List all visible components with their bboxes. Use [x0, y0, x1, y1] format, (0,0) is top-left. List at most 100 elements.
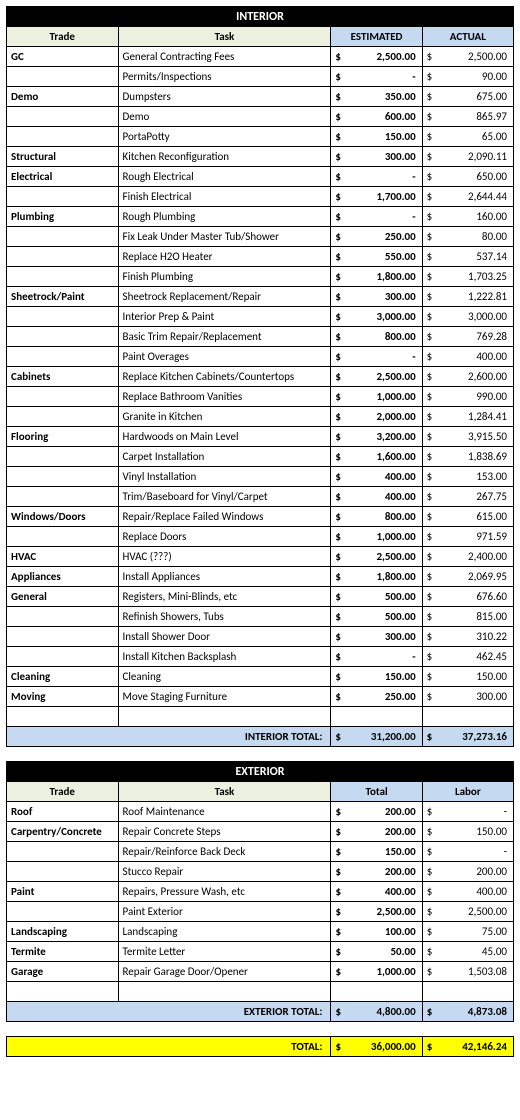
- table-row: Replace Doors$1,000.00$971.59: [7, 527, 514, 547]
- actual-cell: $2,069.95: [422, 567, 513, 587]
- table-row: Finish Plumbing$1,800.00$1,703.25: [7, 267, 514, 287]
- ext-header-trade: Trade: [7, 782, 119, 802]
- actual-value: 400.00: [476, 350, 507, 363]
- trade-cell: [7, 307, 119, 327]
- trade-cell: [7, 447, 119, 467]
- actual-value: 2,500.00: [468, 905, 507, 918]
- trade-cell: HVAC: [7, 547, 119, 567]
- actual-value: 400.00: [476, 885, 507, 898]
- task-cell: Trim/Baseboard for Vinyl/Carpet: [118, 487, 331, 507]
- estimated-cell: $250.00: [331, 227, 422, 247]
- trade-cell: [7, 127, 119, 147]
- exterior-header-row: Trade Task Total Labor: [7, 782, 514, 802]
- estimated-value: 50.00: [390, 945, 415, 958]
- grand-total-table: TOTAL: $36,000.00 $42,146.24: [6, 1036, 514, 1057]
- estimated-value: 500.00: [385, 610, 416, 623]
- estimated-value: 300.00: [385, 290, 416, 303]
- exterior-table: EXTERIOR Trade Task Total Labor RoofRoof…: [6, 761, 514, 1022]
- task-cell: Replace H2O Heater: [118, 247, 331, 267]
- exterior-total-act: $4,873.08: [422, 1002, 513, 1022]
- task-cell: Cleaning: [118, 667, 331, 687]
- table-row: Install Kitchen Backsplash$-$462.45: [7, 647, 514, 667]
- task-cell: Install Shower Door: [118, 627, 331, 647]
- actual-value: 75.00: [482, 925, 507, 938]
- exterior-title: EXTERIOR: [7, 762, 514, 782]
- estimated-value: -: [412, 650, 415, 663]
- table-row: FlooringHardwoods on Main Level$3,200.00…: [7, 427, 514, 447]
- actual-cell: $1,703.25: [422, 267, 513, 287]
- estimated-value: 2,500.00: [376, 905, 415, 918]
- task-cell: Hardwoods on Main Level: [118, 427, 331, 447]
- estimated-cell: $-: [331, 647, 422, 667]
- trade-cell: [7, 647, 119, 667]
- interior-title: INTERIOR: [7, 7, 514, 27]
- task-cell: Demo: [118, 107, 331, 127]
- task-cell: Repair/Reinforce Back Deck: [118, 842, 331, 862]
- trade-cell: Sheetrock/Paint: [7, 287, 119, 307]
- estimated-cell: $100.00: [331, 922, 422, 942]
- actual-cell: $1,838.69: [422, 447, 513, 467]
- trade-cell: Plumbing: [7, 207, 119, 227]
- table-row: Finish Electrical$1,700.00$2,644.44: [7, 187, 514, 207]
- estimated-value: 300.00: [385, 150, 416, 163]
- actual-value: 160.00: [476, 210, 507, 223]
- actual-value: 65.00: [482, 130, 507, 143]
- task-cell: Termite Letter: [118, 942, 331, 962]
- exterior-total-est-val: 4,800.00: [376, 1005, 415, 1018]
- task-cell: Stucco Repair: [118, 862, 331, 882]
- actual-cell: $650.00: [422, 167, 513, 187]
- actual-value: -: [504, 845, 507, 858]
- table-row: Interior Prep & Paint$3,000.00$3,000.00: [7, 307, 514, 327]
- actual-cell: $153.00: [422, 467, 513, 487]
- table-row: MovingMove Staging Furniture$250.00$300.…: [7, 687, 514, 707]
- estimated-value: 1,000.00: [376, 530, 415, 543]
- trade-cell: [7, 607, 119, 627]
- actual-cell: $90.00: [422, 67, 513, 87]
- actual-cell: $75.00: [422, 922, 513, 942]
- actual-cell: $3,000.00: [422, 307, 513, 327]
- task-cell: Move Staging Furniture: [118, 687, 331, 707]
- actual-value: 462.45: [476, 650, 507, 663]
- table-row: AppliancesInstall Appliances$1,800.00$2,…: [7, 567, 514, 587]
- interior-total-act: $37,273.16: [422, 727, 513, 747]
- task-cell: Repair Garage Door/Opener: [118, 962, 331, 982]
- estimated-cell: $50.00: [331, 942, 422, 962]
- trade-cell: [7, 862, 119, 882]
- estimated-cell: $1,800.00: [331, 267, 422, 287]
- task-cell: Landscaping: [118, 922, 331, 942]
- table-row: TermiteTermite Letter$50.00$45.00: [7, 942, 514, 962]
- table-row: Vinyl Installation$400.00$153.00: [7, 467, 514, 487]
- estimated-cell: $-: [331, 207, 422, 227]
- task-cell: Install Kitchen Backsplash: [118, 647, 331, 667]
- ext-header-total: Total: [331, 782, 422, 802]
- interior-blank-row: [7, 707, 514, 727]
- actual-value: 267.75: [476, 490, 507, 503]
- trade-cell: [7, 187, 119, 207]
- estimated-value: 800.00: [385, 330, 416, 343]
- actual-value: 2,644.44: [468, 190, 507, 203]
- estimated-value: 1,700.00: [376, 190, 415, 203]
- task-cell: Repair Concrete Steps: [118, 822, 331, 842]
- estimated-value: 2,500.00: [376, 50, 415, 63]
- actual-cell: $769.28: [422, 327, 513, 347]
- exterior-total-act-val: 4,873.08: [468, 1005, 507, 1018]
- estimated-cell: $800.00: [331, 327, 422, 347]
- actual-cell: $815.00: [422, 607, 513, 627]
- estimated-value: 500.00: [385, 590, 416, 603]
- trade-cell: Garage: [7, 962, 119, 982]
- actual-cell: $2,500.00: [422, 47, 513, 67]
- estimated-cell: $1,700.00: [331, 187, 422, 207]
- table-row: Replace H2O Heater$550.00$537.14: [7, 247, 514, 267]
- actual-cell: $2,400.00: [422, 547, 513, 567]
- task-cell: Replace Kitchen Cabinets/Countertops: [118, 367, 331, 387]
- actual-value: 150.00: [476, 825, 507, 838]
- interior-total-act-val: 37,273.16: [462, 730, 507, 743]
- estimated-cell: $-: [331, 67, 422, 87]
- estimated-cell: $150.00: [331, 842, 422, 862]
- estimated-cell: $3,000.00: [331, 307, 422, 327]
- header-trade: Trade: [7, 27, 119, 47]
- table-row: GCGeneral Contracting Fees$2,500.00$2,50…: [7, 47, 514, 67]
- estimated-cell: $800.00: [331, 507, 422, 527]
- actual-value: 650.00: [476, 170, 507, 183]
- trade-cell: [7, 902, 119, 922]
